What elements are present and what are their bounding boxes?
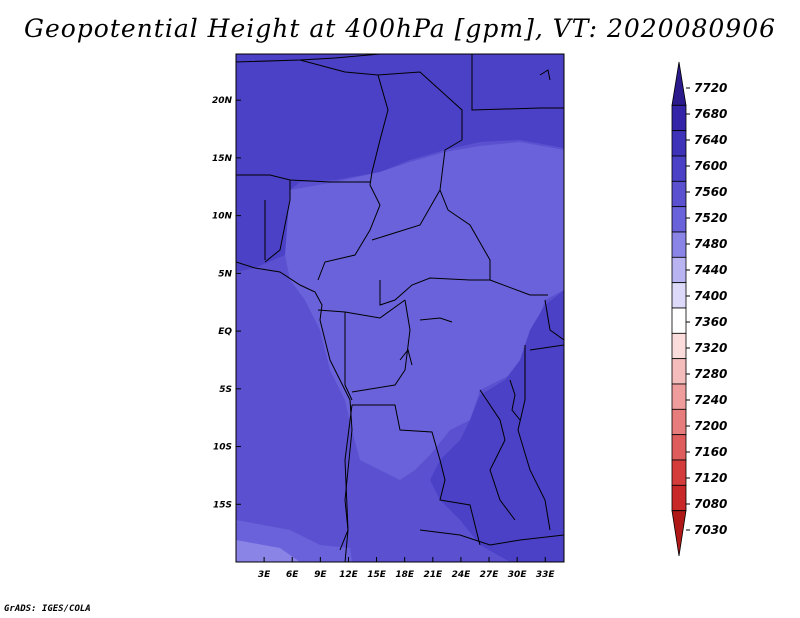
colorbar-label: 7320 [694, 341, 727, 355]
colorbar-segment [671, 358, 687, 385]
colorbar-label: 7120 [694, 471, 727, 485]
colorbar-label: 7240 [694, 393, 727, 407]
colorbar-label: 7520 [694, 211, 727, 225]
colorbar-segment [671, 256, 687, 284]
colorbar-label: 7160 [694, 445, 727, 459]
colorbar-label: 7560 [694, 185, 727, 199]
height-field [236, 54, 564, 562]
lat-tick-label: 10N [212, 212, 233, 222]
colorbar-label: 7600 [694, 159, 727, 173]
lat-tick-label: 5S [219, 385, 232, 395]
colorbar-segment [671, 307, 687, 334]
colorbar-label: 7280 [694, 367, 727, 381]
longitude-axis: 3E 6E 9E 12E 15E 18E 21E 24E 27E 30E 33E [258, 557, 556, 580]
lon-tick-label: 30E [508, 570, 528, 580]
colorbar-segment [671, 104, 687, 132]
colorbar-segment [671, 383, 687, 410]
lat-tick-label: 15N [212, 154, 233, 164]
colorbar-label: 7680 [694, 107, 727, 121]
lat-tick-label: 20N [212, 96, 233, 106]
lon-tick-label: 9E [314, 570, 327, 580]
colorbar-label: 7080 [694, 497, 727, 511]
colorbar-label: 7200 [694, 419, 727, 433]
credit-label: GrADS: IGES/COLA [4, 604, 91, 614]
colorbar-segment [671, 130, 687, 157]
colorbar-segment [671, 231, 687, 258]
lat-tick-label: EQ [218, 327, 232, 337]
colorbar-label: 7440 [694, 263, 727, 277]
lat-tick-label: 10S [213, 443, 232, 453]
lon-tick-label: 3E [258, 570, 271, 580]
colorbar-segment [671, 180, 687, 208]
lon-tick-label: 15E [367, 570, 387, 580]
colorbar-segment [671, 206, 687, 233]
lon-tick-label: 6E [286, 570, 299, 580]
colorbar-label: 7030 [694, 523, 727, 537]
lon-tick-label: 27E [480, 570, 500, 580]
coastline [236, 69, 551, 562]
latitude-axis: 20N 15N 10N 5N EQ 5S 10S 15S [212, 96, 241, 510]
colorbar-segment [671, 282, 687, 309]
lon-tick-label: 21E [423, 570, 443, 580]
colorbar-segment [671, 332, 687, 360]
colorbar-segment [671, 459, 687, 486]
lon-tick-label: 12E [339, 570, 359, 580]
colorbar-segment [671, 484, 687, 512]
colorbar: 7720 7680 7640 7600 7560 7520 7480 7440 7400 7360… [671, 61, 727, 557]
colorbar-segment [671, 408, 687, 436]
lon-tick-label: 33E [536, 570, 556, 580]
colorbar-label: 7480 [694, 237, 727, 251]
lat-tick-label: 5N [218, 269, 232, 279]
map-frame [235, 53, 565, 563]
colorbar-label: 7720 [694, 81, 727, 95]
colorbar-label: 7400 [694, 289, 727, 303]
lon-tick-label: 18E [395, 570, 415, 580]
map-title: Geopotential Height at 400hPa [gpm], VT:… [23, 14, 777, 43]
colorbar-segment [671, 155, 687, 182]
country-borders [236, 54, 564, 551]
lon-tick-label: 24E [452, 570, 472, 580]
colorbar-top-triangle [671, 61, 687, 106]
colorbar-label: 7640 [694, 133, 727, 147]
colorbar-segment [671, 434, 687, 461]
colorbar-label: 7360 [694, 315, 727, 329]
lat-tick-label: 15S [213, 500, 232, 510]
colorbar-bottom-triangle [671, 510, 687, 557]
